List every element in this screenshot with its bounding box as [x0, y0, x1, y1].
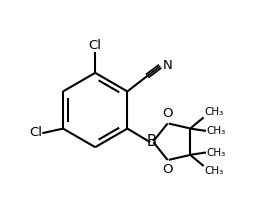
Text: O: O	[162, 163, 173, 176]
Text: Cl: Cl	[29, 126, 42, 139]
Text: O: O	[162, 107, 173, 120]
Text: B: B	[147, 134, 157, 149]
Text: CH₃: CH₃	[206, 126, 225, 136]
Text: CH₃: CH₃	[204, 107, 223, 117]
Text: CH₃: CH₃	[206, 148, 225, 158]
Text: N: N	[162, 59, 172, 72]
Text: CH₃: CH₃	[204, 166, 223, 176]
Text: Cl: Cl	[89, 39, 102, 52]
